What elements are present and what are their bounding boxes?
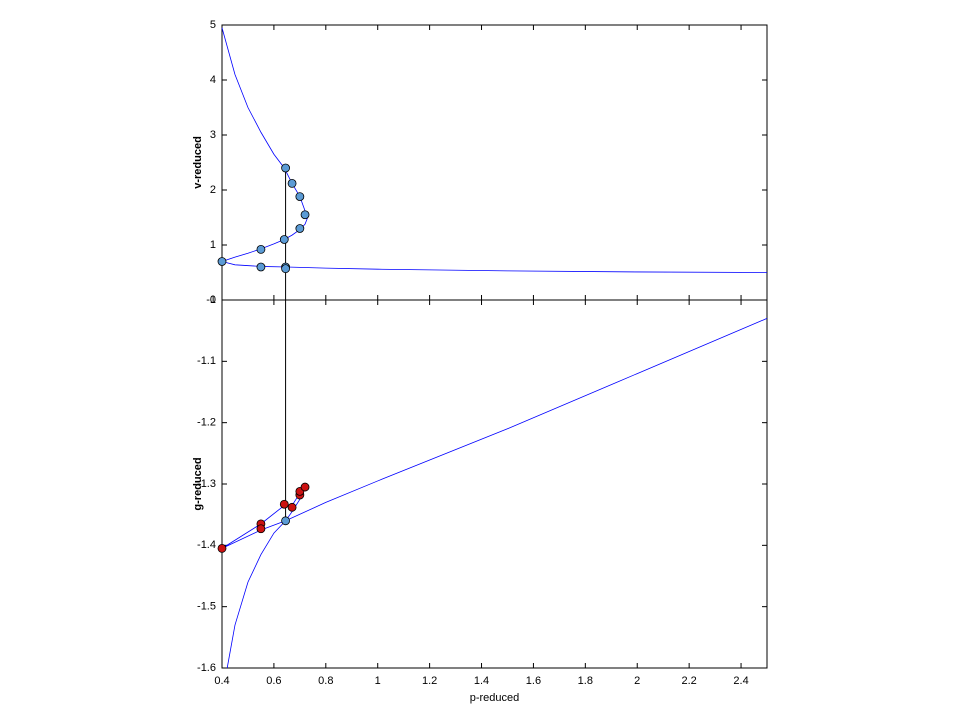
x-tick-label: 2.2 (681, 675, 696, 687)
y-tick-label: -1 (206, 294, 216, 306)
marker (217, 257, 227, 266)
y-tick-label: -1.2 (197, 417, 216, 429)
y-tick-label: -1.4 (197, 539, 216, 551)
x-tick-label: 0.4 (214, 675, 229, 687)
x-tick-label: 2.4 (733, 675, 748, 687)
marker (295, 224, 305, 233)
bottom-axes (221, 299, 768, 669)
y-tick-label: -1.3 (197, 478, 216, 490)
x-tick-label: 1.4 (474, 675, 489, 687)
marker (287, 178, 297, 188)
x-tick-label: 0.8 (318, 675, 333, 687)
y-axis-label: g-reduced (192, 457, 204, 510)
y-tick-label: 4 (210, 74, 216, 86)
marker (279, 235, 289, 244)
x-tick-label: 1 (375, 675, 381, 687)
marker (295, 192, 305, 202)
marker (281, 163, 290, 173)
marker (281, 264, 290, 274)
y-tick-label: -1.5 (197, 601, 216, 613)
x-axis-label: p-reduced (470, 692, 520, 704)
marker (256, 244, 266, 254)
top-axes (221, 24, 768, 301)
y-tick-label: 2 (210, 184, 216, 196)
y-tick-label: 0 (210, 294, 216, 306)
marker (287, 502, 297, 512)
marker (256, 524, 266, 534)
marker (256, 262, 266, 272)
y-tick-label: -1.6 (197, 662, 216, 674)
y-tick-label: -1.1 (197, 355, 216, 367)
y-tick-label: 3 (210, 129, 216, 141)
marker (300, 482, 310, 492)
x-tick-label: 1.2 (422, 675, 437, 687)
x-tick-label: 1.8 (578, 675, 593, 687)
y-axis-label: v-reduced (192, 136, 204, 189)
y-tick-label: 5 (210, 19, 216, 31)
marker (279, 499, 289, 509)
x-tick-label: 1.6 (526, 675, 541, 687)
marker (300, 210, 310, 220)
y-tick-label: 1 (210, 239, 216, 251)
x-tick-label: 2 (634, 675, 640, 687)
marker (281, 516, 290, 526)
x-tick-label: 0.6 (266, 675, 281, 687)
marker (217, 544, 227, 553)
